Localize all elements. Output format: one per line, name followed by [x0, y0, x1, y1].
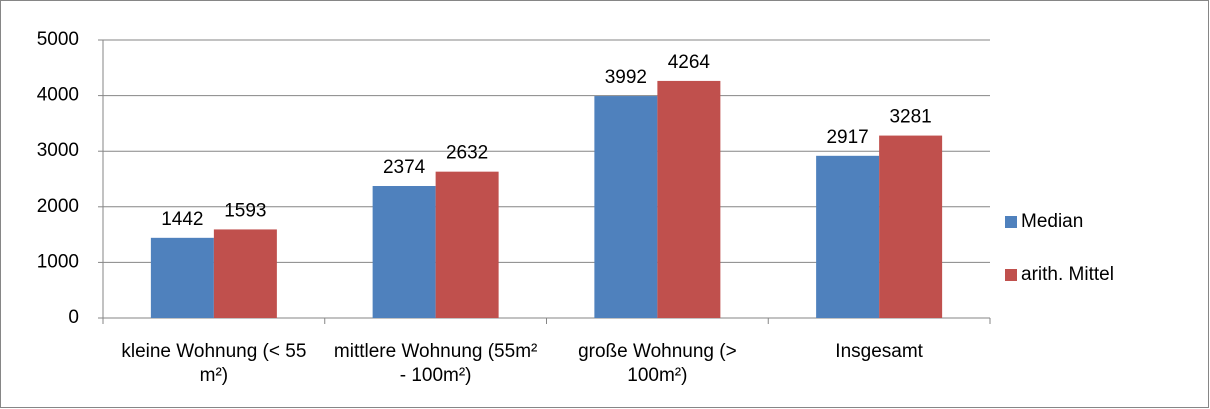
- legend-marker: [1005, 216, 1017, 228]
- bar: [435, 171, 499, 318]
- bar: [372, 186, 436, 318]
- data-label: 1593: [224, 200, 266, 221]
- bar: [594, 96, 658, 318]
- y-tick-label: 3000: [37, 140, 79, 161]
- bar: [213, 229, 277, 318]
- data-label: 3992: [605, 67, 647, 88]
- legend-label: Median: [1021, 211, 1083, 232]
- data-label: 2917: [826, 127, 868, 148]
- bar: [816, 155, 880, 318]
- bar: [150, 237, 214, 318]
- data-label: 1442: [161, 209, 203, 230]
- x-tick-label: mittlere Wohnung (55m² - 100m²): [333, 341, 538, 386]
- legend-marker: [1005, 269, 1017, 281]
- bar: [879, 135, 943, 318]
- y-tick-label: 5000: [37, 29, 79, 50]
- y-tick-label: 0: [68, 307, 79, 328]
- data-label: 2374: [383, 157, 426, 178]
- legend-label: arith. Mittel: [1021, 264, 1114, 285]
- data-label: 4264: [668, 52, 711, 73]
- y-tick-label: 2000: [37, 196, 79, 217]
- bar: [657, 80, 721, 318]
- data-label: 3281: [889, 107, 931, 128]
- x-tick-label: Insgesamt: [835, 341, 923, 362]
- x-tick-label: große Wohnung (> 100m²): [578, 341, 737, 386]
- y-tick-label: 1000: [37, 251, 79, 272]
- x-tick-label: kleine Wohnung (< 55 m²): [121, 341, 307, 386]
- data-label: 2632: [446, 143, 488, 164]
- y-tick-label: 4000: [37, 85, 79, 106]
